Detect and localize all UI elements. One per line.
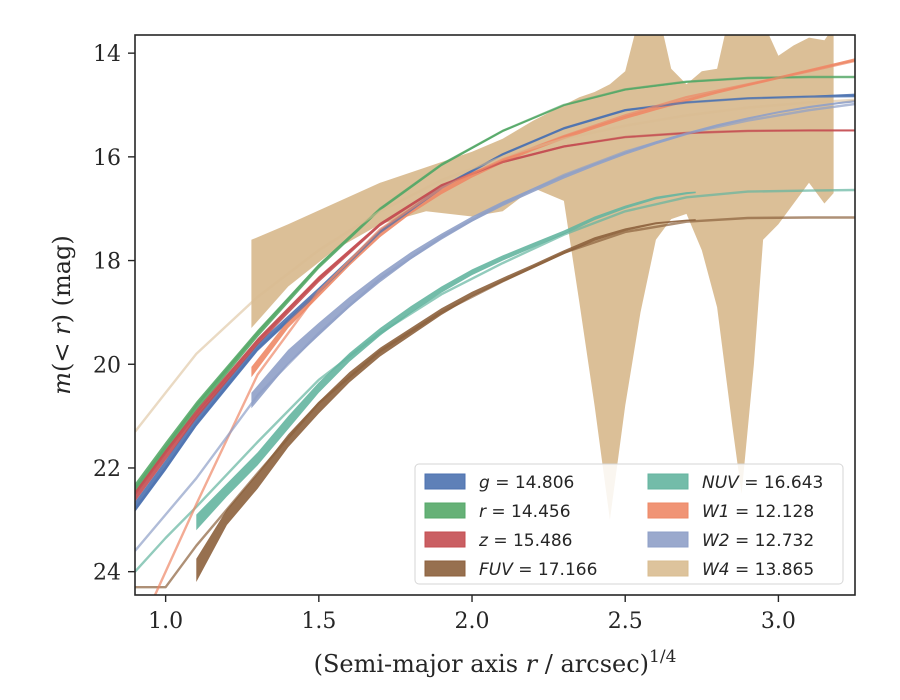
- y-axis-ticks: 14 16 18 20 22 24: [93, 42, 135, 586]
- x-axis-title-exponent: 1/4: [649, 647, 676, 667]
- y-axis-title-m: m: [48, 372, 76, 395]
- band-w4: [251, 35, 834, 520]
- curve-nuv: [135, 188, 855, 573]
- legend-label-w2: W2 = 12.732: [702, 531, 814, 551]
- x-axis-title-pre: (Semi-major axis: [314, 650, 526, 678]
- y-axis-title: m(< r) (mag): [48, 235, 76, 395]
- legend-label-w4: W4 = 13.865: [702, 560, 814, 580]
- legend-swatch-fuv: [424, 560, 466, 577]
- curve-g: [135, 95, 855, 511]
- legend-swatch-g: [424, 473, 466, 490]
- x-axis-ticks: 1.0 1.5 2.0 2.5 3.0: [148, 595, 796, 634]
- legend: g = 14.806 r = 14.456 z = 15.486 FUV = 17.1…: [414, 463, 844, 585]
- y-tick-label: 16: [93, 146, 121, 171]
- y-axis-title-mid: (<: [48, 335, 76, 372]
- x-axis-title-post: / arcsec): [537, 650, 649, 678]
- legend-label-fuv: FUV = 17.166: [479, 560, 597, 580]
- y-tick-label: 24: [93, 561, 121, 586]
- y-tick-label: 22: [93, 457, 121, 482]
- legend-swatch-r: [424, 502, 466, 519]
- uncertainty-bands: [135, 35, 855, 582]
- y-tick-label: 18: [93, 250, 121, 275]
- legend-swatch-w4: [647, 560, 689, 577]
- y-tick-label: 14: [93, 42, 121, 67]
- legend-label-nuv: NUV = 16.643: [702, 473, 823, 493]
- x-tick-label: 1.0: [148, 609, 183, 634]
- legend-swatch-w1: [647, 502, 689, 519]
- y-axis-title-var: r: [48, 322, 76, 335]
- curve-w4: [135, 98, 855, 433]
- legend-items: g = 14.806 r = 14.456 z = 15.486 FUV = 17.1…: [424, 473, 823, 580]
- x-axis-title-var: r: [526, 650, 539, 678]
- y-tick-label: 20: [93, 353, 121, 378]
- legend-label-g: g = 14.806: [479, 473, 574, 493]
- curve-w2: [135, 102, 855, 552]
- curve-w1: [153, 59, 855, 595]
- curve-r: [135, 75, 855, 490]
- legend-swatch-nuv: [647, 473, 689, 490]
- x-tick-label: 3.0: [761, 609, 796, 634]
- legend-label-z: z = 15.486: [478, 531, 572, 551]
- legend-label-r: r = 14.456: [479, 502, 571, 522]
- x-tick-label: 2.0: [455, 609, 490, 634]
- plot-frame: [134, 34, 856, 596]
- y-axis-title-post: ) (mag): [48, 235, 76, 323]
- model-curves: [135, 59, 855, 595]
- legend-label-w1: W1 = 12.128: [702, 502, 814, 522]
- legend-box: [414, 463, 844, 585]
- curve-fuv: [135, 216, 855, 589]
- x-tick-label: 2.5: [608, 609, 643, 634]
- legend-swatch-w2: [647, 531, 689, 548]
- legend-swatch-z: [424, 531, 466, 548]
- x-axis-title: (Semi-major axis r / arcsec)1/4: [314, 647, 677, 678]
- x-tick-label: 1.5: [301, 609, 336, 634]
